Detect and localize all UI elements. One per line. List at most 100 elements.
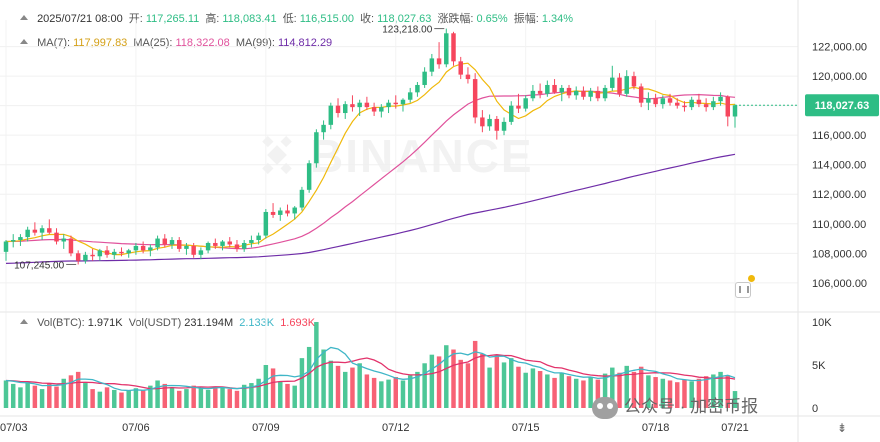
y-tick-label: 116,000.00 <box>812 130 866 142</box>
candle-body <box>25 229 30 238</box>
volume-bar <box>169 387 175 408</box>
collapse-arrow-icon[interactable] <box>20 15 28 20</box>
volume-bar <box>140 389 146 408</box>
volume-bar <box>54 386 59 408</box>
volume-tick-label: 10K <box>812 317 832 329</box>
candle-body <box>494 118 500 131</box>
y-tick-label: 106,000.00 <box>812 278 867 290</box>
volume-bar <box>97 391 103 408</box>
volume-bar <box>119 392 124 408</box>
high-label: 高: <box>205 13 220 25</box>
candle-body <box>75 253 81 261</box>
volume-bar <box>660 378 666 408</box>
candle-body <box>133 245 139 251</box>
candle-body <box>393 102 398 105</box>
volume-bar <box>675 382 680 408</box>
x-tick-label: 07/03 <box>0 422 28 434</box>
volume-bar <box>696 378 702 408</box>
candle-body <box>205 242 211 251</box>
candle-body <box>278 210 283 215</box>
candle-body <box>198 250 204 255</box>
volume-bar <box>458 359 463 408</box>
candle-body <box>148 247 153 251</box>
candle-body <box>696 99 702 105</box>
candle-body <box>566 87 572 96</box>
volume-bar <box>653 377 658 408</box>
volume-bar <box>126 390 131 408</box>
volume-bar <box>75 371 81 408</box>
candle-body <box>703 104 709 108</box>
y-tick-label: 120,000.00 <box>812 71 867 83</box>
volume-bar <box>292 385 297 408</box>
candle-body <box>112 251 117 255</box>
ma7-line <box>5 62 736 256</box>
volume-bar <box>155 380 160 408</box>
candle-body <box>335 105 341 114</box>
volume-bar <box>270 368 276 408</box>
high-value: 118,083.41 <box>222 13 277 25</box>
low-value: 116,515.00 <box>299 13 354 25</box>
volume-bar <box>234 390 240 408</box>
close-value: 118,027.63 <box>377 13 432 25</box>
ma99-value: 114,812.29 <box>277 37 333 49</box>
candle-body <box>270 211 276 215</box>
volume-bar <box>176 390 182 408</box>
notification-dot-icon <box>748 275 755 282</box>
vol-btc-label: Vol(BTC): <box>37 317 85 329</box>
volume-bar <box>566 376 572 408</box>
candle-body <box>191 245 196 255</box>
candle-body <box>256 235 261 241</box>
scale-settings-icon[interactable]: ⇟ <box>837 421 847 435</box>
candle-body <box>725 96 731 117</box>
candle-body <box>559 87 565 93</box>
volume-bar <box>39 389 45 408</box>
candle-body <box>285 210 290 214</box>
candle-body <box>638 86 644 103</box>
candle-body <box>552 84 557 93</box>
volume-bar <box>494 355 500 408</box>
candle-body <box>10 240 16 242</box>
candle-body <box>140 245 146 251</box>
high-marker-label: 123,218.00 <box>382 25 432 36</box>
volume-bar <box>595 379 601 408</box>
candle-body <box>54 232 59 242</box>
volume-bar <box>407 375 413 408</box>
candle-body <box>169 240 175 245</box>
candle-body <box>422 71 427 85</box>
candle-body <box>602 87 608 99</box>
grid <box>0 20 798 408</box>
ma7-value: 117,997.83 <box>73 37 128 49</box>
candle-body <box>220 241 225 246</box>
volume-bar <box>357 363 362 408</box>
candle-body <box>458 61 463 75</box>
volume-bar <box>689 381 694 408</box>
x-tick-label: 07/12 <box>382 422 410 434</box>
volume-bar <box>314 322 319 408</box>
collapse-arrow-icon[interactable] <box>20 319 28 324</box>
candle-body <box>314 132 319 164</box>
candle-body <box>451 33 456 62</box>
volume-bar <box>112 389 117 408</box>
x-tick-label: 07/18 <box>642 422 670 434</box>
volume-bar <box>732 391 738 408</box>
ma-legend: MA(7): 117,997.83 MA(25): 118,322.08 MA(99… <box>20 37 335 49</box>
y-tick-label: 112,000.00 <box>812 189 866 201</box>
volume-bars <box>3 322 738 408</box>
collapse-arrow-icon[interactable] <box>20 39 28 44</box>
candle-body <box>465 74 471 80</box>
candle-body <box>689 99 694 108</box>
y-tick-label: 108,000.00 <box>812 248 867 260</box>
low-marker-label: 107,245.00 <box>14 260 64 271</box>
volume-bar <box>472 340 478 408</box>
volume-bar <box>537 371 543 408</box>
volume-bar <box>379 381 384 408</box>
notes-icon[interactable] <box>735 282 751 298</box>
candle-body <box>234 244 240 249</box>
candle-body <box>588 90 593 97</box>
candle-body <box>119 251 124 254</box>
candle-body <box>90 254 95 257</box>
amplitude-label: 振幅: <box>513 13 539 25</box>
volume-bar <box>559 372 565 408</box>
candle-body <box>350 104 355 108</box>
